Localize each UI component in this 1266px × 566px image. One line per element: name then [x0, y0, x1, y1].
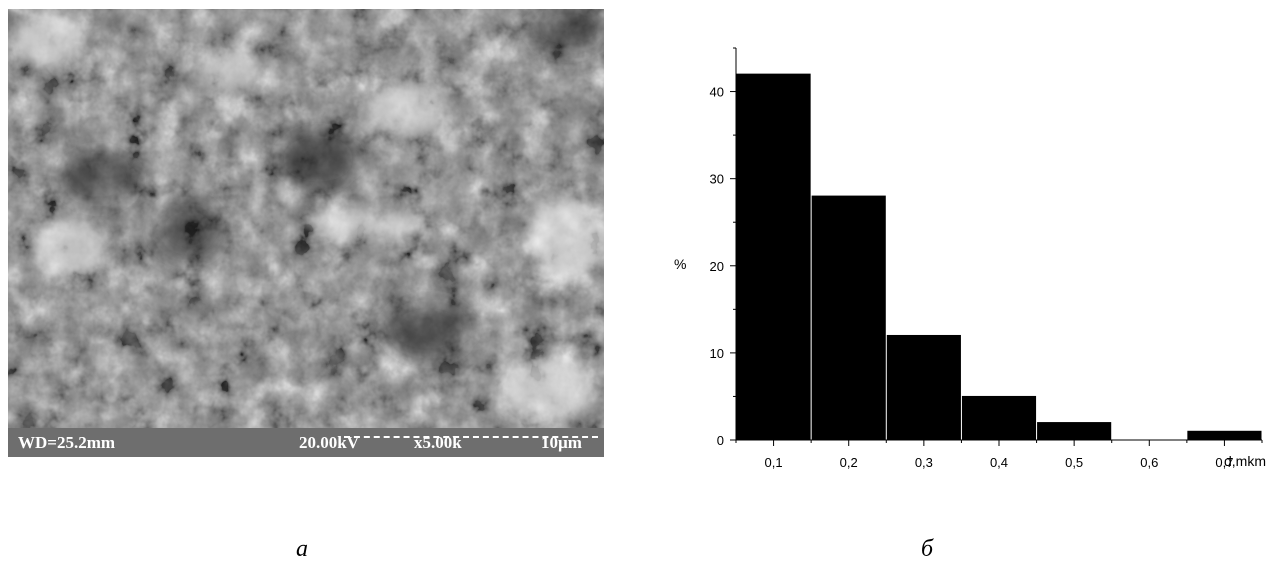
x-tick-label: 0,4 [990, 455, 1008, 470]
voltage-label: 20.00kV [299, 433, 359, 453]
y-tick-label: 0 [717, 433, 724, 448]
y-axis-label: % [674, 256, 686, 272]
histogram-bar [1188, 431, 1261, 440]
x-tick-label: 0,5 [1065, 455, 1083, 470]
working-distance-label: WD=25.2mm [18, 433, 115, 453]
magnification-label: x5.00k [414, 433, 462, 453]
y-tick-label: 30 [710, 172, 724, 187]
y-axis: 0 10 20 30 40 [710, 48, 736, 448]
histogram-bar [812, 196, 885, 440]
x-axis-label: d,mkm [1224, 453, 1266, 469]
histogram-bar [962, 396, 1035, 440]
x-tick-label: 0,1 [765, 455, 783, 470]
sem-info-bar: WD=25.2mm 20.00kV x5.00k 10µm [8, 428, 604, 457]
y-tick-label: 20 [710, 259, 724, 274]
x-axis: 0,1 0,2 0,3 0,4 0,5 0,6 0,7 [736, 440, 1262, 470]
histogram-bar [737, 74, 810, 440]
y-tick-label: 10 [710, 346, 724, 361]
bars [737, 74, 1261, 440]
x-tick-label: 0,6 [1140, 455, 1158, 470]
histogram-bar [1038, 423, 1111, 440]
x-tick-label: 0,2 [840, 455, 858, 470]
histogram-bar [887, 335, 960, 440]
sem-micrograph-panel: WD=25.2mm 20.00kV x5.00k 10µm [8, 9, 604, 457]
caption-b: б [921, 535, 933, 563]
sem-micrograph-image [8, 9, 604, 428]
scale-bar-label: 10µm [541, 433, 582, 453]
y-tick-label: 40 [710, 85, 724, 100]
caption-a: а [296, 535, 308, 563]
x-tick-label: 0,3 [915, 455, 933, 470]
